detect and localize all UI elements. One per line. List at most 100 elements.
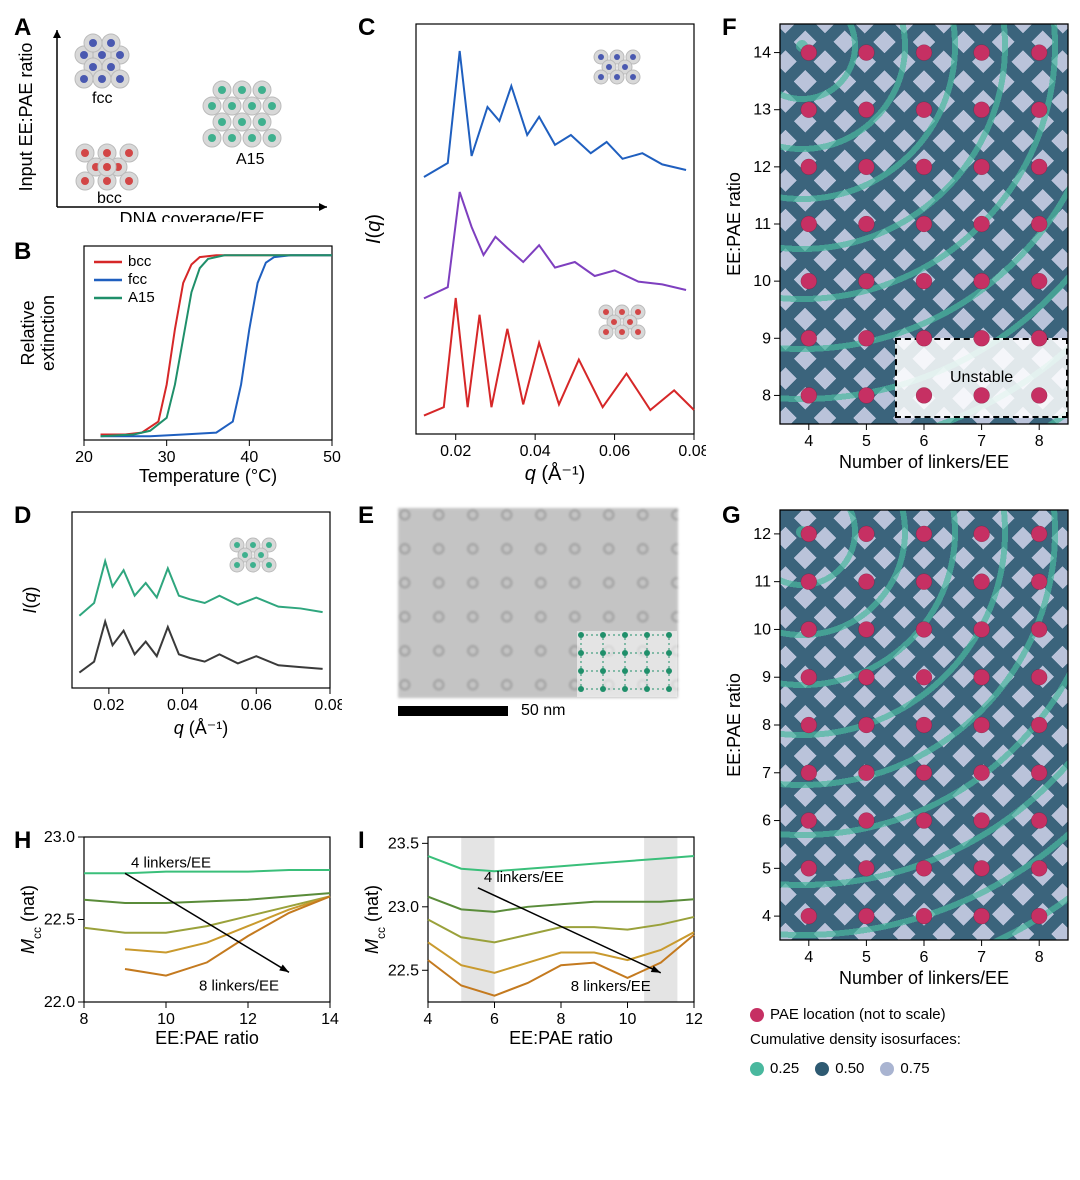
panel-i: I 468101222.523.023.5EE:PAE ratioMcc (na…: [356, 825, 706, 1050]
svg-text:4: 4: [804, 433, 813, 450]
svg-text:10: 10: [619, 1011, 637, 1028]
svg-text:DNA coverage/EE: DNA coverage/EE: [119, 209, 264, 222]
svg-text:4: 4: [424, 1011, 433, 1028]
panel-h: H 8 10 12 14 22.0 22.5 23.0 EE:PAE ratio Mcc (na…: [12, 825, 342, 1050]
svg-text:9: 9: [762, 669, 771, 686]
svg-text:q (Å⁻¹): q (Å⁻¹): [174, 718, 229, 738]
panel-b-label: B: [14, 238, 31, 266]
svg-text:I(q): I(q): [20, 586, 40, 613]
svg-text:4: 4: [762, 908, 771, 925]
svg-text:fcc: fcc: [92, 90, 112, 107]
svg-text:5: 5: [762, 860, 771, 877]
svg-text:4 linkers/EE: 4 linkers/EE: [131, 854, 211, 871]
svg-text:30: 30: [158, 449, 176, 466]
svg-text:0.04: 0.04: [520, 443, 551, 460]
panel-c-label: C: [358, 14, 375, 42]
svg-text:0.08: 0.08: [678, 443, 706, 460]
svg-text:40: 40: [240, 449, 258, 466]
svg-text:10: 10: [753, 273, 771, 290]
svg-text:6: 6: [920, 433, 929, 450]
svg-text:8 linkers/EE: 8 linkers/EE: [571, 977, 651, 994]
panel-i-svg: 468101222.523.023.5EE:PAE ratioMcc (nat)…: [356, 825, 706, 1050]
svg-text:Mcc (nat): Mcc (nat): [18, 884, 44, 953]
svg-text:12: 12: [753, 159, 771, 176]
panel-f-label: F: [722, 14, 737, 42]
panel-g-svg: 45678456789101112Number of linkers/EEEE:…: [720, 500, 1080, 1000]
svg-text:12: 12: [753, 526, 771, 543]
svg-text:bcc: bcc: [128, 253, 152, 270]
svg-text:Mcc (nat): Mcc (nat): [362, 884, 388, 953]
svg-text:0.02: 0.02: [93, 697, 124, 714]
svg-text:12: 12: [239, 1011, 257, 1028]
svg-text:fcc: fcc: [128, 271, 148, 288]
svg-text:0.06: 0.06: [599, 443, 630, 460]
svg-text:10: 10: [753, 621, 771, 638]
svg-text:9: 9: [762, 330, 771, 347]
svg-text:8: 8: [1035, 949, 1044, 966]
panel-e-label: E: [358, 502, 374, 530]
panel-f-svg: 45678891011121314Number of linkers/EEEE:…: [720, 12, 1080, 486]
svg-text:I(q): I(q): [363, 214, 385, 244]
panel-e: E 50 nm: [356, 500, 706, 740]
svg-text:14: 14: [753, 45, 771, 62]
svg-text:6: 6: [490, 1011, 499, 1028]
svg-text:22.0: 22.0: [44, 994, 75, 1011]
svg-text:14: 14: [321, 1011, 339, 1028]
svg-text:10: 10: [157, 1011, 175, 1028]
svg-text:5: 5: [862, 949, 871, 966]
panel-i-label: I: [358, 827, 365, 855]
panel-a-svg: DNA coverage/EEInput EE:PAE ratiofccbccA…: [12, 12, 342, 222]
svg-text:23.0: 23.0: [388, 898, 419, 915]
svg-text:8: 8: [762, 717, 771, 734]
svg-text:5: 5: [862, 433, 871, 450]
svg-text:q (Å⁻¹): q (Å⁻¹): [525, 462, 586, 485]
svg-text:0.02: 0.02: [440, 443, 471, 460]
svg-text:8: 8: [557, 1011, 566, 1028]
svg-text:50: 50: [323, 449, 341, 466]
svg-text:A15: A15: [128, 289, 155, 306]
svg-text:7: 7: [762, 765, 771, 782]
svg-text:22.5: 22.5: [44, 911, 75, 928]
panel-h-svg: 8 10 12 14 22.0 22.5 23.0 EE:PAE ratio Mcc (nat)…: [12, 825, 342, 1050]
svg-text:8: 8: [762, 387, 771, 404]
panel-b: B 20304050Temperature (°C)Relativeextinc…: [12, 236, 342, 486]
svg-text:0.04: 0.04: [167, 697, 198, 714]
svg-text:A15: A15: [236, 151, 265, 168]
svg-text:EE:PAE ratio: EE:PAE ratio: [724, 172, 744, 276]
panel-d: D 0.020.040.060.08q (Å⁻¹)I(q): [12, 500, 342, 740]
svg-text:23.0: 23.0: [44, 829, 75, 846]
svg-text:bcc: bcc: [97, 190, 122, 207]
svg-text:EE:PAE ratio: EE:PAE ratio: [509, 1028, 613, 1048]
svg-text:20: 20: [75, 449, 93, 466]
figure-grid: A DNA coverage/EEInput EE:PAE ratiofccbc…: [12, 12, 1068, 1120]
svg-text:EE:PAE ratio: EE:PAE ratio: [724, 673, 744, 777]
panel-g-legend: PAE location (not to scale)Cumulative de…: [750, 1000, 1070, 1077]
svg-text:Number of linkers/EE: Number of linkers/EE: [839, 968, 1009, 988]
svg-text:12: 12: [685, 1011, 703, 1028]
panel-g: G 45678456789101112Number of linkers/EEE…: [720, 500, 1080, 1120]
panel-f: F Unstable 45678891011121314Number of li…: [720, 12, 1080, 486]
svg-text:11: 11: [754, 216, 771, 233]
panel-g-label: G: [722, 502, 741, 530]
svg-text:8: 8: [80, 1011, 89, 1028]
svg-text:4 linkers/EE: 4 linkers/EE: [484, 868, 564, 885]
svg-text:0.06: 0.06: [241, 697, 272, 714]
panel-h-label: H: [14, 827, 31, 855]
panel-c: C 0.02 0.04 0.06 0.08 q (Å⁻¹) I(q): [356, 12, 706, 486]
svg-text:6: 6: [762, 813, 771, 830]
svg-text:13: 13: [753, 102, 771, 119]
scale-bar: [398, 706, 508, 716]
svg-text:EE:PAE ratio: EE:PAE ratio: [155, 1028, 259, 1048]
svg-text:8 linkers/EE: 8 linkers/EE: [199, 977, 279, 994]
svg-text:11: 11: [754, 574, 771, 591]
svg-text:Input EE:PAE ratio: Input EE:PAE ratio: [16, 43, 36, 192]
scale-bar-text: 50 nm: [521, 702, 565, 720]
svg-text:23.5: 23.5: [388, 835, 419, 852]
svg-text:4: 4: [804, 949, 813, 966]
panel-b-svg: 20304050Temperature (°C)Relativeextincti…: [12, 236, 342, 486]
panel-a: A DNA coverage/EE Input EE:PAE ratio fcc bc…: [12, 12, 342, 222]
svg-text:Relative: Relative: [18, 300, 38, 365]
svg-text:extinction: extinction: [38, 295, 58, 371]
panel-a-label: A: [14, 14, 31, 42]
svg-text:8: 8: [1035, 433, 1044, 450]
